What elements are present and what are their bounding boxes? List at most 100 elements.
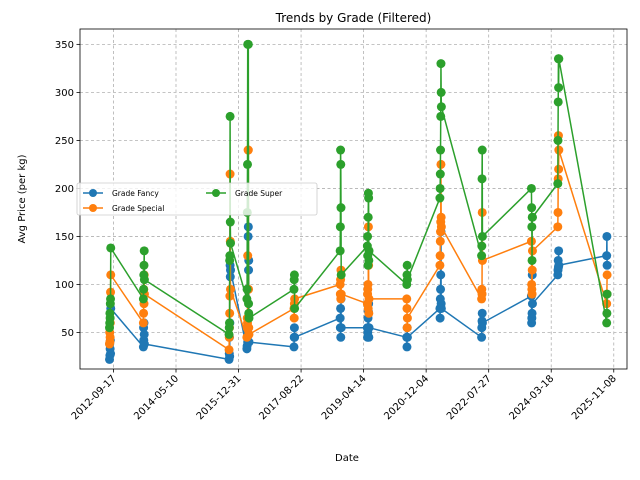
- data-point-grade-fancy: [602, 251, 612, 261]
- data-point-grade-super: [335, 246, 345, 256]
- data-point-grade-fancy: [527, 299, 537, 309]
- data-point-grade-special: [364, 308, 374, 318]
- data-point-grade-super: [436, 102, 446, 112]
- data-point-grade-fancy: [435, 313, 445, 323]
- data-point-grade-super: [363, 231, 373, 241]
- data-point-grade-super: [224, 329, 234, 339]
- data-point-grade-special: [435, 260, 445, 270]
- data-point-grade-super: [436, 145, 446, 155]
- data-point-grade-super: [363, 212, 373, 222]
- data-point-grade-special: [363, 279, 373, 289]
- data-point-grade-special: [402, 294, 412, 304]
- data-point-grade-fancy: [402, 332, 412, 342]
- data-point-grade-super: [335, 222, 345, 232]
- data-point-grade-super: [243, 39, 253, 49]
- data-point-grade-super: [554, 83, 564, 93]
- data-point-grade-special: [527, 265, 537, 275]
- data-point-grade-super: [364, 246, 374, 256]
- data-point-grade-super: [105, 313, 115, 323]
- legend-label: Grade Special: [112, 204, 164, 213]
- data-point-grade-super: [364, 193, 374, 203]
- y-axis-ticks: 50 100 150 200 250 300 350: [55, 40, 80, 339]
- data-point-grade-super: [402, 260, 412, 270]
- data-point-grade-fancy: [477, 318, 487, 328]
- data-point-grade-fancy: [225, 352, 235, 362]
- data-point-grade-super: [226, 238, 236, 248]
- data-point-grade-super: [527, 222, 537, 232]
- y-tick-label: 300: [55, 88, 74, 99]
- data-point-grade-super: [289, 284, 299, 294]
- data-point-grade-super: [402, 275, 412, 285]
- y-tick-label: 50: [61, 328, 74, 339]
- data-point-grade-fancy: [527, 308, 537, 318]
- data-point-grade-super: [477, 241, 487, 251]
- data-point-grade-special: [289, 313, 299, 323]
- chart-title: Trends by Grade (Filtered): [275, 11, 432, 25]
- y-axis-label: Avg Price (per kg): [17, 154, 28, 243]
- legend-marker: [89, 204, 97, 212]
- data-point-grade-super: [224, 318, 234, 328]
- data-point-grade-special: [527, 289, 537, 299]
- data-point-grade-special: [244, 323, 254, 333]
- data-point-grade-super: [336, 270, 346, 280]
- data-point-grade-special: [138, 318, 148, 328]
- data-point-grade-fancy: [139, 329, 149, 339]
- legend-box: [76, 182, 318, 216]
- data-point-grade-super: [139, 246, 149, 256]
- data-point-grade-super: [436, 111, 446, 121]
- data-point-grade-special: [436, 212, 446, 222]
- data-point-grade-fancy: [290, 332, 300, 342]
- data-point-grade-super: [477, 174, 487, 184]
- data-point-grade-special: [435, 236, 445, 246]
- data-point-grade-super: [336, 145, 346, 155]
- data-point-grade-super: [435, 169, 445, 179]
- data-point-grade-super: [602, 318, 612, 328]
- plot-series: [105, 39, 612, 364]
- legend-marker: [212, 189, 220, 197]
- data-point-grade-super: [336, 159, 346, 169]
- y-tick-label: 150: [55, 232, 74, 243]
- data-point-grade-fancy: [602, 260, 612, 270]
- data-point-grade-fancy: [436, 303, 446, 313]
- x-axis-label: Date: [335, 453, 359, 464]
- data-point-grade-super: [477, 145, 487, 155]
- data-point-grade-special: [402, 323, 412, 333]
- data-point-grade-special: [336, 289, 346, 299]
- data-point-grade-super: [139, 275, 149, 285]
- data-point-grade-fancy: [289, 342, 299, 352]
- data-point-grade-super: [225, 111, 235, 121]
- data-point-grade-super: [553, 135, 563, 145]
- data-point-grade-super: [243, 159, 252, 169]
- data-point-grade-special: [224, 345, 234, 355]
- data-point-grade-super: [527, 203, 537, 213]
- data-point-grade-special: [477, 289, 487, 299]
- data-point-grade-special: [402, 313, 412, 323]
- legend: Grade Fancy Grade Special Grade Super: [76, 182, 318, 216]
- data-point-grade-super: [138, 294, 148, 304]
- y-tick-label: 250: [55, 136, 74, 147]
- data-point-grade-super: [477, 251, 487, 261]
- data-point-grade-special: [226, 284, 236, 294]
- data-point-grade-special: [139, 308, 149, 318]
- data-point-grade-special: [364, 294, 374, 304]
- data-point-grade-super: [602, 289, 612, 299]
- data-point-grade-super: [553, 179, 563, 189]
- series-grade-super: [105, 39, 612, 339]
- data-point-grade-special: [402, 303, 412, 313]
- y-tick-label: 100: [55, 280, 74, 291]
- data-point-grade-special: [602, 270, 612, 280]
- legend-marker: [89, 189, 97, 197]
- data-point-grade-fancy: [554, 246, 564, 256]
- data-point-grade-super: [526, 183, 536, 193]
- data-point-grade-special: [105, 332, 115, 342]
- data-point-grade-fancy: [336, 332, 346, 342]
- data-point-grade-super: [139, 260, 149, 270]
- data-point-grade-super: [436, 59, 446, 69]
- data-point-grade-special: [554, 145, 564, 155]
- data-point-grade-super: [290, 303, 300, 313]
- data-point-grade-super: [554, 54, 564, 64]
- data-point-grade-super: [527, 212, 537, 222]
- data-point-grade-fancy: [436, 270, 446, 280]
- data-point-grade-super: [527, 255, 537, 265]
- data-point-grade-super: [106, 243, 116, 253]
